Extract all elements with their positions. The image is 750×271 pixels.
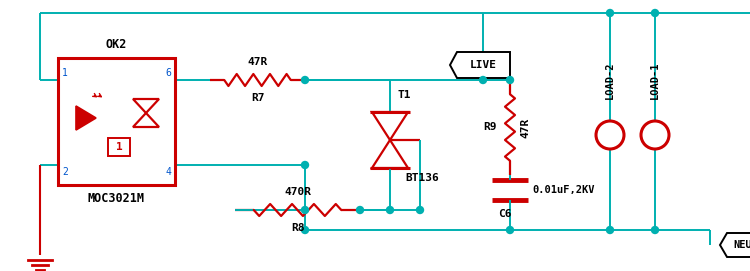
Circle shape [607, 9, 613, 17]
Circle shape [416, 207, 424, 214]
Circle shape [506, 227, 514, 234]
Circle shape [386, 207, 394, 214]
Text: 47R: 47R [520, 117, 530, 138]
Circle shape [479, 76, 487, 83]
Circle shape [607, 227, 613, 234]
Circle shape [302, 76, 308, 83]
Circle shape [356, 207, 364, 214]
Circle shape [302, 162, 308, 169]
Text: 47R: 47R [248, 57, 268, 67]
Polygon shape [450, 52, 510, 78]
Text: 1: 1 [62, 68, 68, 78]
Text: BT136: BT136 [405, 173, 439, 183]
Circle shape [302, 227, 308, 234]
Text: MOC3021M: MOC3021M [88, 192, 145, 205]
Text: 2: 2 [62, 167, 68, 177]
Circle shape [302, 207, 308, 214]
Bar [108, 138, 130, 156]
Text: LOAD-1: LOAD-1 [650, 61, 660, 99]
Text: NEUTRAL: NEUTRAL [733, 240, 750, 250]
Text: LOAD-2: LOAD-2 [605, 61, 615, 99]
Text: 470R: 470R [284, 187, 311, 197]
Text: 1: 1 [116, 142, 122, 152]
Text: 0.01uF,2KV: 0.01uF,2KV [532, 185, 595, 195]
Text: LIVE: LIVE [470, 60, 496, 70]
Text: R7: R7 [251, 93, 264, 103]
Circle shape [641, 121, 669, 149]
Polygon shape [76, 106, 96, 130]
Bar [58, 58, 175, 185]
Circle shape [506, 76, 514, 83]
Text: T1: T1 [398, 90, 412, 100]
Text: 4: 4 [165, 167, 171, 177]
Circle shape [652, 9, 658, 17]
Polygon shape [720, 233, 750, 257]
Text: C6: C6 [498, 209, 512, 219]
Text: R8: R8 [291, 223, 304, 233]
Text: R9: R9 [484, 122, 497, 133]
Text: 6: 6 [165, 68, 171, 78]
Circle shape [652, 227, 658, 234]
Text: OK2: OK2 [106, 38, 128, 51]
Circle shape [596, 121, 624, 149]
